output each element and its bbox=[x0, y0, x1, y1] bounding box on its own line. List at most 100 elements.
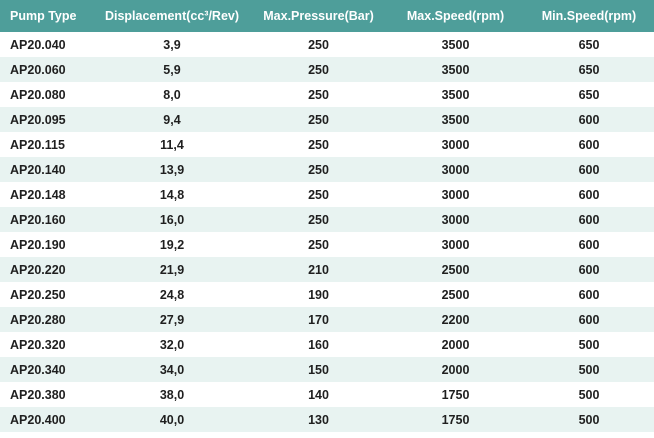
max-pressure-cell: 250 bbox=[308, 37, 329, 52]
max-speed-cell: 2000 bbox=[441, 337, 470, 352]
header-displacement: Displacement(cc³/Rev) bbox=[104, 9, 240, 23]
displacement-cell: 13,9 bbox=[159, 162, 185, 177]
max-pressure-cell: 150 bbox=[308, 362, 329, 377]
min-speed-cell: 600 bbox=[578, 312, 600, 327]
pump-type-cell: AP20.400 bbox=[10, 412, 66, 427]
max-speed-cell: 3500 bbox=[441, 62, 470, 77]
pump-type-cell: AP20.160 bbox=[10, 212, 66, 227]
pump-type-cell: AP20.340 bbox=[10, 362, 66, 377]
min-speed-cell: 600 bbox=[578, 262, 600, 277]
pump-type-cell: AP20.320 bbox=[10, 337, 66, 352]
min-speed-cell: 600 bbox=[578, 212, 600, 227]
header-max-pressure: Max.Pressure(Bar) bbox=[263, 9, 374, 23]
displacement-cell: 9,4 bbox=[163, 112, 181, 127]
pump-type-cell: AP20.380 bbox=[10, 387, 66, 402]
displacement-cell: 5,9 bbox=[163, 62, 181, 77]
max-pressure-cell: 250 bbox=[308, 87, 329, 102]
table-row: AP20.060 5,9 250 3500 650 bbox=[0, 57, 654, 82]
max-pressure-cell: 170 bbox=[308, 312, 329, 327]
displacement-cell: 24,8 bbox=[159, 287, 185, 302]
header-max-speed: Max.Speed(rpm) bbox=[406, 9, 505, 23]
table-header: Pump Type Displacement(cc³/Rev) Max.Pres… bbox=[0, 0, 654, 32]
min-speed-cell: 650 bbox=[578, 62, 600, 77]
table-row: AP20.160 16,0 250 3000 600 bbox=[0, 207, 654, 232]
max-pressure-cell: 160 bbox=[308, 337, 329, 352]
max-speed-cell: 2000 bbox=[441, 362, 470, 377]
min-speed-cell: 600 bbox=[578, 237, 600, 252]
displacement-cell: 19,2 bbox=[159, 237, 185, 252]
max-speed-cell: 1750 bbox=[441, 412, 470, 427]
table-body: AP20.040 3,9 250 3500 650 AP20.060 5,9 250 3500 6… bbox=[0, 32, 654, 432]
pump-type-cell: AP20.060 bbox=[10, 62, 66, 77]
min-speed-cell: 650 bbox=[578, 37, 600, 52]
max-pressure-cell: 250 bbox=[308, 62, 329, 77]
min-speed-cell: 600 bbox=[578, 112, 600, 127]
displacement-cell: 32,0 bbox=[159, 337, 185, 352]
min-speed-cell: 600 bbox=[578, 137, 600, 152]
displacement-cell: 21,9 bbox=[159, 262, 185, 277]
table-row: AP20.250 24,8 190 2500 600 bbox=[0, 282, 654, 307]
min-speed-cell: 500 bbox=[578, 337, 600, 352]
pump-type-cell: AP20.080 bbox=[10, 87, 66, 102]
table-row: AP20.400 40,0 130 1750 500 bbox=[0, 407, 654, 432]
table-row: AP20.190 19,2 250 3000 600 bbox=[0, 232, 654, 257]
min-speed-cell: 600 bbox=[578, 187, 600, 202]
max-speed-cell: 2500 bbox=[441, 287, 470, 302]
max-speed-cell: 3500 bbox=[441, 112, 470, 127]
max-speed-cell: 3000 bbox=[441, 212, 470, 227]
table-row: AP20.320 32,0 160 2000 500 bbox=[0, 332, 654, 357]
displacement-cell: 40,0 bbox=[159, 412, 185, 427]
header-min-speed: Min.Speed(rpm) bbox=[541, 9, 637, 23]
table-row: AP20.220 21,9 210 2500 600 bbox=[0, 257, 654, 282]
table-row: AP20.148 14,8 250 3000 600 bbox=[0, 182, 654, 207]
pump-type-cell: AP20.280 bbox=[10, 312, 66, 327]
max-pressure-cell: 250 bbox=[308, 187, 329, 202]
table-row: AP20.080 8,0 250 3500 650 bbox=[0, 82, 654, 107]
header-row: Pump Type Displacement(cc³/Rev) Max.Pres… bbox=[0, 0, 654, 32]
displacement-cell: 3,9 bbox=[163, 37, 181, 52]
max-pressure-cell: 250 bbox=[308, 112, 329, 127]
max-speed-cell: 3500 bbox=[441, 37, 470, 52]
pump-type-cell: AP20.140 bbox=[10, 162, 66, 177]
displacement-cell: 27,9 bbox=[159, 312, 185, 327]
max-pressure-cell: 250 bbox=[308, 237, 329, 252]
max-pressure-cell: 190 bbox=[308, 287, 329, 302]
max-pressure-cell: 250 bbox=[308, 137, 329, 152]
displacement-cell: 11,4 bbox=[160, 137, 184, 152]
min-speed-cell: 500 bbox=[578, 387, 600, 402]
header-pump-type: Pump Type bbox=[10, 9, 77, 23]
table-row: AP20.340 34,0 150 2000 500 bbox=[0, 357, 654, 382]
displacement-cell: 14,8 bbox=[159, 187, 185, 202]
displacement-cell: 16,0 bbox=[159, 212, 185, 227]
min-speed-cell: 650 bbox=[578, 87, 600, 102]
min-speed-cell: 600 bbox=[578, 287, 600, 302]
max-speed-cell: 2200 bbox=[441, 312, 470, 327]
max-speed-cell: 3500 bbox=[441, 87, 470, 102]
pump-type-cell: AP20.250 bbox=[10, 287, 66, 302]
table-row: AP20.280 27,9 170 2200 600 bbox=[0, 307, 654, 332]
min-speed-cell: 500 bbox=[578, 412, 600, 427]
max-speed-cell: 3000 bbox=[441, 162, 470, 177]
max-pressure-cell: 250 bbox=[308, 212, 329, 227]
max-pressure-cell: 250 bbox=[308, 162, 329, 177]
pump-type-cell: AP20.115 bbox=[10, 137, 65, 152]
pump-type-cell: AP20.148 bbox=[10, 187, 66, 202]
max-speed-cell: 2500 bbox=[441, 262, 470, 277]
max-speed-cell: 3000 bbox=[441, 237, 470, 252]
displacement-cell: 34,0 bbox=[159, 362, 185, 377]
displacement-cell: 8,0 bbox=[163, 87, 181, 102]
min-speed-cell: 600 bbox=[578, 162, 600, 177]
pump-type-cell: AP20.095 bbox=[10, 112, 66, 127]
table-row: AP20.380 38,0 140 1750 500 bbox=[0, 382, 654, 407]
table-row: AP20.115 11,4 250 3000 600 bbox=[0, 132, 654, 157]
max-speed-cell: 3000 bbox=[441, 187, 470, 202]
pump-type-cell: AP20.190 bbox=[10, 237, 66, 252]
displacement-cell: 38,0 bbox=[159, 387, 185, 402]
table-row: AP20.140 13,9 250 3000 600 bbox=[0, 157, 654, 182]
max-pressure-cell: 140 bbox=[308, 387, 329, 402]
max-pressure-cell: 210 bbox=[308, 262, 329, 277]
max-pressure-cell: 130 bbox=[308, 412, 329, 427]
max-speed-cell: 3000 bbox=[441, 137, 470, 152]
pump-type-cell: AP20.220 bbox=[10, 262, 66, 277]
